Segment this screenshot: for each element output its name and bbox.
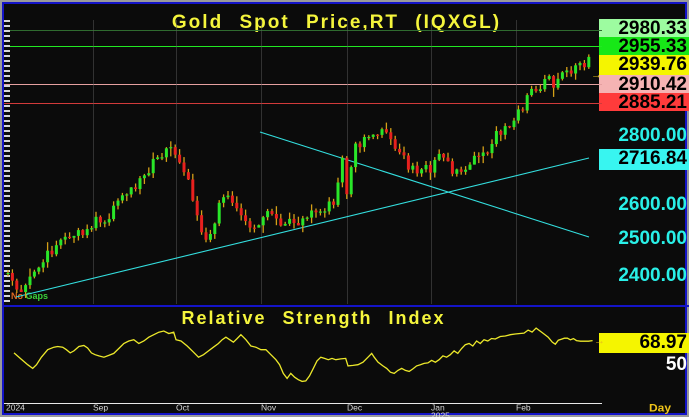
svg-text:→: → bbox=[591, 69, 602, 81]
svg-text:→: → bbox=[594, 335, 605, 347]
